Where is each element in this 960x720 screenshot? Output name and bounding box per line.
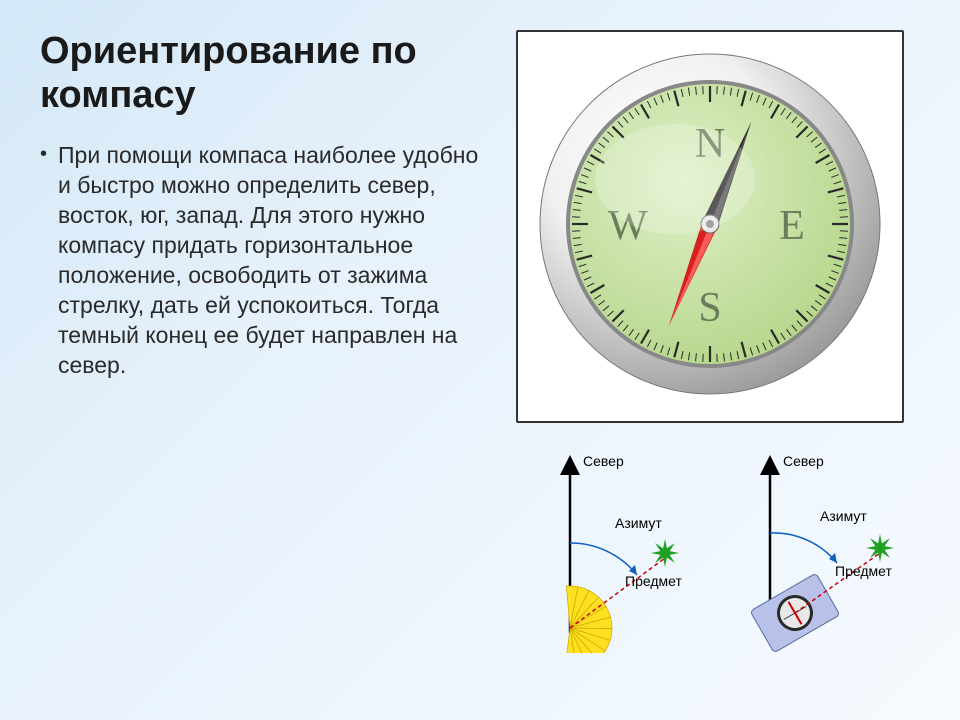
azimuth-fan-svg xyxy=(515,453,695,653)
slide: Ориентирование по компасу При помощи ком… xyxy=(0,0,960,720)
azimuth-label: Азимут xyxy=(615,515,662,531)
north-label-2: Север xyxy=(783,453,824,469)
azimuth-compass-diagram: Север Азимут Предмет xyxy=(725,453,905,653)
azimuth-diagrams: Север Азимут Предмет xyxy=(515,453,905,653)
object-label: Предмет xyxy=(625,573,682,589)
compass-illustration: NESW xyxy=(530,44,890,404)
text-column: Ориентирование по компасу При помощи ком… xyxy=(40,30,500,690)
graphics-column: NESW xyxy=(500,30,920,690)
svg-text:E: E xyxy=(779,203,805,249)
object-label-2: Предмет xyxy=(835,563,892,579)
compass-frame: NESW xyxy=(516,30,904,423)
azimuth-fan-diagram: Север Азимут Предмет xyxy=(515,453,695,653)
north-label: Север xyxy=(583,453,624,469)
azimuth-compass-svg xyxy=(725,453,905,653)
svg-text:S: S xyxy=(698,285,721,331)
slide-title: Ориентирование по компасу xyxy=(40,30,480,117)
body-paragraph: При помощи компаса наиболее удобно и быс… xyxy=(40,141,480,380)
azimuth-label-2: Азимут xyxy=(820,508,867,524)
